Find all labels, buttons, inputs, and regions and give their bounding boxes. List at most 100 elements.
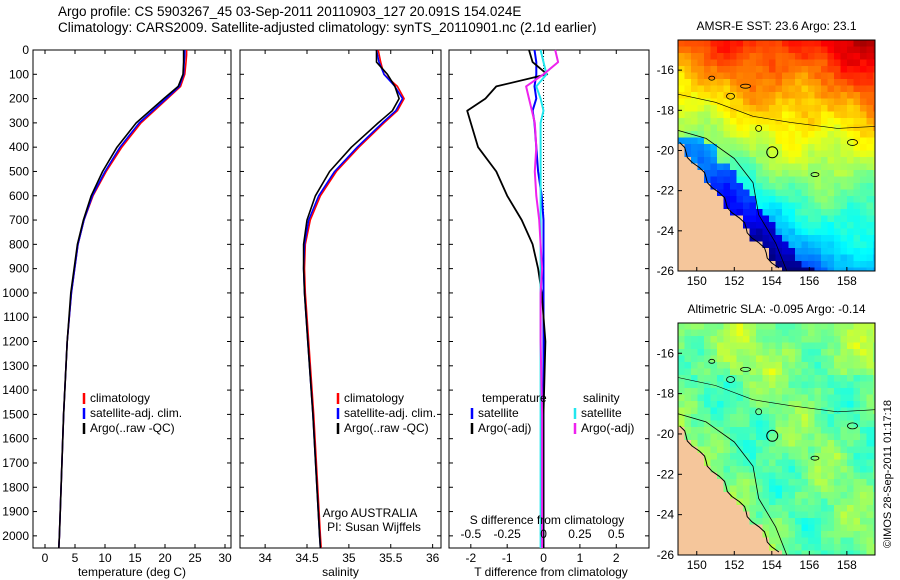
sla-map-cell	[743, 524, 751, 532]
sla-map-cell	[749, 342, 757, 350]
sst-map-cell	[697, 118, 705, 126]
sst-map-cell	[788, 196, 796, 204]
sla-map-cell	[814, 446, 822, 454]
sla-map-cell	[866, 550, 874, 555]
sla-map-cell	[684, 342, 692, 350]
sla-map-cell	[814, 388, 822, 396]
sla-map-cell	[730, 407, 738, 415]
sst-map-cell	[821, 170, 829, 178]
sla-map-cell	[782, 440, 790, 448]
sla-map-cell	[834, 388, 842, 396]
sst-map-cell	[749, 267, 757, 271]
sst-map-cell	[834, 170, 842, 178]
sst-map-cell	[860, 144, 868, 152]
sla-map-argo-marker	[766, 429, 779, 442]
sla-map-cell	[873, 537, 875, 545]
sst-map-cell	[762, 66, 770, 74]
sla-map-cell	[749, 479, 757, 487]
sla-map-cell	[704, 550, 712, 555]
sla-map-cell	[873, 407, 875, 415]
sst-map-cell	[684, 59, 692, 67]
sst-map-cell	[866, 189, 874, 197]
sst-map-cell	[691, 157, 699, 165]
sla-map-cell	[795, 329, 803, 337]
sla-map-cell	[795, 323, 803, 331]
sla-map-cell	[762, 362, 770, 370]
sla-map-cell	[723, 420, 731, 428]
sst-map-cell	[736, 92, 744, 100]
sla-map-cell	[840, 485, 848, 493]
sla-map-cell	[756, 355, 764, 363]
sla-map-cell	[821, 485, 829, 493]
sla-map-cell	[723, 466, 731, 474]
sst-map-cell	[847, 189, 855, 197]
sla-map-cell	[801, 362, 809, 370]
sla-map-cell	[840, 440, 848, 448]
sla-map-cell	[801, 492, 809, 500]
sla-map-cell	[736, 427, 744, 435]
sla-map-cell	[788, 349, 796, 357]
sst-map-cell	[678, 92, 686, 100]
sst-map-cell	[853, 196, 861, 204]
sla-map-cell	[788, 531, 796, 539]
sst-map-cell	[801, 228, 809, 236]
sst-map-cell	[860, 85, 868, 93]
sst-map-cell	[860, 98, 868, 106]
sla-map-cell	[873, 394, 875, 402]
sla-map-cell	[782, 511, 790, 519]
sst-map-cell	[684, 176, 692, 184]
sla-map-cell	[834, 375, 842, 383]
sla-map-cell	[834, 446, 842, 454]
sla-map-cell	[691, 336, 699, 344]
sla-map-cell	[730, 498, 738, 506]
sst-map-cell	[756, 241, 764, 249]
sla-map-cell	[736, 401, 744, 409]
sst-map-cell	[795, 124, 803, 132]
sla-map-cell	[801, 323, 809, 331]
sla-map-cell	[769, 472, 777, 480]
sla-map-cell	[762, 479, 770, 487]
sla-map-cell	[866, 466, 874, 474]
sst-map-cell	[860, 111, 868, 119]
sst-map-cell	[704, 157, 712, 165]
sla-map-cell	[873, 511, 875, 519]
sla-map-cell	[840, 420, 848, 428]
sla-map-cell	[801, 498, 809, 506]
sst-map-cell	[860, 40, 868, 48]
sla-map-cell	[834, 355, 842, 363]
sst-map-cell	[775, 202, 783, 210]
sst-map-cell	[710, 111, 718, 119]
sla-map-cell	[847, 498, 855, 506]
sst-map-cell	[827, 163, 835, 171]
sla-map-cell	[762, 336, 770, 344]
sla-map-cell	[697, 342, 705, 350]
sla-map-cell	[866, 420, 874, 428]
sla-map-cell	[710, 498, 718, 506]
sst-map-cell	[717, 85, 725, 93]
sla-map-cell	[801, 531, 809, 539]
depth-tick-label: 100	[9, 67, 29, 81]
sla-map-cell	[756, 472, 764, 480]
sst-map-cell	[743, 40, 751, 48]
sst-map-cell	[723, 215, 731, 223]
sst-map-cell	[710, 202, 718, 210]
sla-map-cell	[853, 362, 861, 370]
sla-map-cell	[821, 323, 829, 331]
sla-map-cell	[743, 479, 751, 487]
sla-map-cell	[756, 342, 764, 350]
sla-map-cell	[847, 329, 855, 337]
sst-map-cell	[710, 53, 718, 61]
sla-map-cell	[808, 349, 816, 357]
sst-map-cell	[717, 163, 725, 171]
sst-map-cell	[782, 66, 790, 74]
sst-map-cell	[710, 157, 718, 165]
sla-map-cell	[730, 440, 738, 448]
sst-map-cell	[723, 46, 731, 54]
sst-map-cell	[827, 248, 835, 256]
sla-map-cell	[801, 401, 809, 409]
sla-map-cell	[717, 479, 725, 487]
difference-x-tick-label: -2	[465, 551, 476, 565]
sst-map-cell	[762, 59, 770, 67]
sla-map-cell	[788, 518, 796, 526]
sla-map-cell	[710, 440, 718, 448]
